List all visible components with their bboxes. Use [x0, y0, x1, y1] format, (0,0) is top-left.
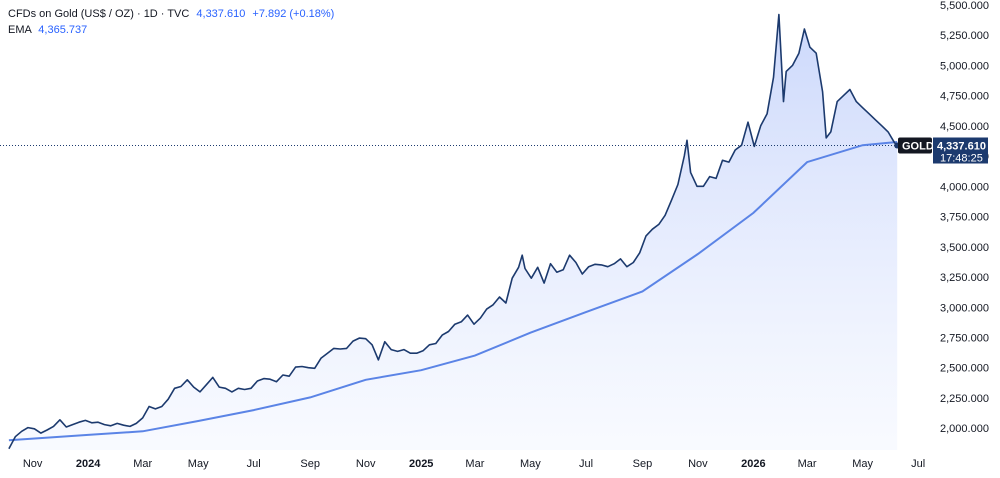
x-tick-label: 2024 [76, 458, 101, 470]
x-tick-label: Jul [247, 458, 261, 470]
ticker-box [898, 137, 932, 154]
price-line [8, 13, 898, 450]
y-tick-label: 5,500.000 [940, 0, 989, 12]
y-tick-label: 2,250.000 [940, 393, 989, 405]
legend-main-row: CFDs on Gold (US$ / OZ) · 1D · TVC 4,337… [8, 6, 334, 22]
y-axis[interactable]: 2,000.000 2,250.000 2,500.000 2,750.000 3,00… [940, 0, 989, 435]
x-tick-label: Mar [798, 458, 817, 470]
ema-value: 4,365.737 [38, 24, 88, 36]
y-tick-label: 3,000.000 [940, 302, 989, 314]
ema-series [8, 141, 898, 442]
legend-change: +7.892 (+0.18%) [252, 8, 335, 20]
y-tick-label: 3,250.000 [940, 272, 989, 284]
x-tick-label: Nov [688, 458, 708, 470]
x-tick-label: Sep [300, 458, 320, 470]
ema-line [8, 141, 898, 442]
x-tick-label: 2025 [409, 458, 433, 470]
x-tick-label: May [852, 458, 873, 470]
chart-legend: CFDs on Gold (US$ / OZ) · 1D · TVC 4,337… [8, 6, 334, 38]
ema-label: EMA [8, 24, 32, 36]
y-tick-label: 5,000.000 [940, 60, 989, 72]
x-tick-label: Nov [23, 458, 43, 470]
x-tick-label: May [188, 458, 209, 470]
area-fill-path [8, 14, 898, 450]
x-axis[interactable]: Nov 2024 Mar May Jul Sep Nov 2025 Mar May Jul Sep No… [23, 458, 925, 470]
x-tick-label: 2026 [741, 458, 765, 470]
countdown-timer: 17:48:25 [940, 153, 983, 165]
price-area-fill [8, 14, 898, 450]
x-tick-label: Jul [911, 458, 925, 470]
y-tick-label: 5,250.000 [940, 30, 989, 42]
x-tick-label: Mar [465, 458, 484, 470]
x-tick-label: May [520, 458, 541, 470]
y-tick-label: 4,750.000 [940, 91, 989, 103]
legend-ema-row: EMA 4,365.737 [8, 22, 334, 38]
x-tick-label: Jul [579, 458, 593, 470]
y-tick-label: 4,500.000 [940, 121, 989, 133]
y-tick-label: 2,750.000 [940, 333, 989, 345]
y-tick-label: 3,500.000 [940, 242, 989, 254]
y-tick-label: 4,000.000 [940, 181, 989, 193]
x-tick-label: Sep [633, 458, 653, 470]
ticker-label: GOLD [902, 141, 934, 153]
y-tick-label: 2,500.000 [940, 363, 989, 375]
price-box [933, 137, 988, 164]
symbol-description: CFDs on Gold (US$ / OZ) · 1D · TVC [8, 8, 190, 20]
x-tick-label: Nov [356, 458, 376, 470]
y-tick-label: 3,750.000 [940, 212, 989, 224]
last-price-tag: GOLD 4,337.610 17:48:25 [898, 137, 988, 165]
x-tick-label: Mar [133, 458, 152, 470]
price-tag-value: 4,337.610 [937, 141, 986, 153]
y-tick-label: 2,000.000 [940, 423, 989, 435]
legend-price: 4,337.610 [196, 8, 246, 20]
